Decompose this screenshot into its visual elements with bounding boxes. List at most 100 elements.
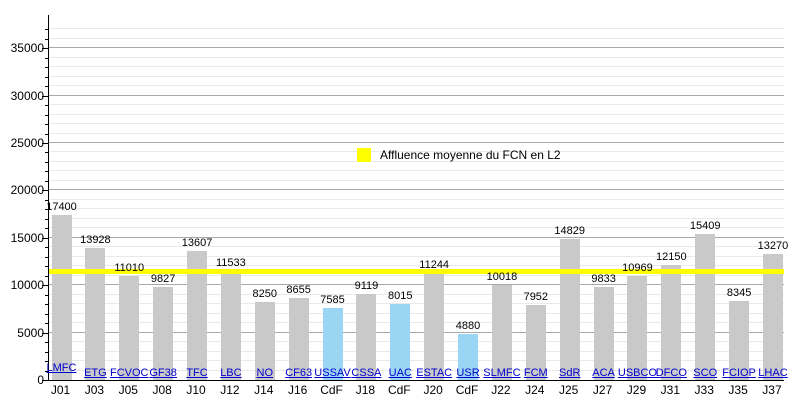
opponent-link-lbc[interactable]: LBC xyxy=(220,367,242,379)
y-major-tick xyxy=(42,285,48,286)
minor-gridline xyxy=(49,208,784,210)
opponent-link-sco[interactable]: SCO xyxy=(693,367,718,379)
minor-gridline xyxy=(49,303,784,305)
plot-area: 17400 LMFC 13928 ETG 11010 FCVOC 9827 GF38 13607… xyxy=(46,15,788,381)
y-tick-label: 30000 xyxy=(10,88,44,103)
y-minor-tick xyxy=(45,219,48,220)
minor-gridline xyxy=(49,360,784,362)
minor-gridline xyxy=(49,123,784,125)
opponent-link-uac[interactable]: UAC xyxy=(388,367,412,379)
y-minor-tick xyxy=(45,276,48,277)
y-minor-tick xyxy=(45,209,48,210)
opponent-link-ussav[interactable]: USSAV xyxy=(314,367,351,379)
major-gridline xyxy=(49,331,784,333)
matchday-label-cdf-10: CdF xyxy=(387,383,411,397)
opponent-link-gf38[interactable]: GF38 xyxy=(149,367,177,379)
minor-gridline xyxy=(49,37,784,39)
major-gridline xyxy=(49,284,784,286)
legend-label: Affluence moyenne du FCN en L2 xyxy=(380,148,561,162)
y-major-tick xyxy=(42,190,48,191)
legend-average-swatch xyxy=(357,148,371,162)
chart-legend: Affluence moyenne du FCN en L2 xyxy=(357,148,561,162)
opponent-link-usr[interactable]: USR xyxy=(456,367,480,379)
opponent-link-slmfc[interactable]: SLMFC xyxy=(483,367,521,379)
y-tick-label: 5000 xyxy=(17,325,44,340)
opponent-link-tfc[interactable]: TFC xyxy=(186,367,208,379)
y-tick-label: 15000 xyxy=(10,230,44,245)
minor-gridline xyxy=(49,255,784,257)
opponent-link-dfco[interactable]: DFCO xyxy=(655,367,687,379)
bar-value-label: 11244 xyxy=(419,259,450,272)
bar-value-label: 11533 xyxy=(216,256,246,269)
y-major-tick xyxy=(42,48,48,49)
minor-gridline xyxy=(49,75,784,77)
minor-gridline xyxy=(49,66,784,68)
opponent-link-lhac[interactable]: LHAC xyxy=(758,367,788,379)
attendance-bar-cdf-uac xyxy=(390,304,411,380)
y-minor-tick xyxy=(45,29,48,30)
attendance-bar-j18-cssa xyxy=(356,293,377,380)
attendance-bar-j24-fcm xyxy=(525,304,546,380)
y-major-tick xyxy=(42,96,48,97)
minor-gridline xyxy=(49,350,784,352)
attendance-bar-j25-sdr xyxy=(559,239,580,380)
bar-value-label: 4880 xyxy=(455,319,481,332)
minor-gridline xyxy=(49,217,784,219)
attendance-bar-j08-gf38 xyxy=(153,286,174,380)
y-minor-tick xyxy=(45,352,48,353)
attendance-bar-j37-lhac xyxy=(762,254,783,380)
minor-gridline xyxy=(49,85,784,87)
opponent-link-lmfc[interactable]: LMFC xyxy=(46,362,77,374)
opponent-link-cf63[interactable]: CF63 xyxy=(285,367,313,379)
minor-gridline xyxy=(49,179,784,181)
minor-gridline xyxy=(49,246,784,248)
opponent-link-aca[interactable]: ACA xyxy=(592,367,615,379)
bar-value-label: 13270 xyxy=(757,240,789,253)
minor-gridline xyxy=(49,265,784,267)
minor-gridline xyxy=(49,198,784,200)
average-attendance-line xyxy=(49,269,784,275)
y-tick-label: 0 xyxy=(37,373,44,387)
matchday-label-j31-18: J31 xyxy=(660,383,681,397)
matchday-label-cdf-12: CdF xyxy=(455,383,479,397)
opponent-link-estac[interactable]: ESTAC xyxy=(416,367,453,379)
opponent-link-etg[interactable]: ETG xyxy=(84,367,107,379)
matchday-label-j01-0: J01 xyxy=(50,383,71,397)
y-minor-tick xyxy=(45,124,48,125)
minor-gridline xyxy=(49,56,784,58)
matchday-label-j08-3: J08 xyxy=(152,383,172,397)
y-minor-tick xyxy=(45,247,48,248)
matchday-label-j33-19: J33 xyxy=(694,383,714,397)
opponent-link-usbco[interactable]: USBCO xyxy=(617,367,658,379)
attendance-bar-j31-dfco xyxy=(661,264,682,380)
y-minor-tick xyxy=(45,314,48,315)
matchday-label-j22-13: J22 xyxy=(491,383,511,397)
opponent-link-fcvoc[interactable]: FCVOC xyxy=(110,367,149,379)
bar-value-label: 8015 xyxy=(388,290,413,303)
y-tick-label: 25000 xyxy=(10,135,44,150)
y-minor-tick xyxy=(45,342,48,343)
opponent-link-no[interactable]: NO xyxy=(256,367,274,379)
matchday-label-j10-4: J10 xyxy=(186,383,206,397)
y-minor-tick xyxy=(45,323,48,324)
minor-gridline xyxy=(49,170,784,172)
opponent-link-fcm[interactable]: FCM xyxy=(523,367,548,379)
matchday-label-j29-17: J29 xyxy=(626,383,647,397)
matchday-label-j16-7: J16 xyxy=(287,383,308,397)
y-minor-tick xyxy=(45,257,48,258)
opponent-link-cssa[interactable]: CSSA xyxy=(351,367,382,379)
matchday-label-j27-16: J27 xyxy=(592,383,613,397)
major-gridline xyxy=(49,142,784,143)
y-tick-label: 20000 xyxy=(10,183,44,198)
opponent-link-sdr[interactable]: SdR xyxy=(558,367,581,379)
attendance-bar-j03-etg xyxy=(85,247,106,380)
minor-gridline xyxy=(49,151,784,153)
minor-gridline xyxy=(49,369,784,371)
opponent-link-fciop[interactable]: FCIOP xyxy=(722,367,756,379)
bar-value-label: 9833 xyxy=(591,272,616,285)
bar-value-label: 13928 xyxy=(80,233,111,246)
matchday-label-j35-20: J35 xyxy=(728,383,748,397)
y-major-tick xyxy=(42,238,48,239)
attendance-bar-cdf-usr xyxy=(458,333,479,380)
y-minor-tick xyxy=(45,371,48,372)
